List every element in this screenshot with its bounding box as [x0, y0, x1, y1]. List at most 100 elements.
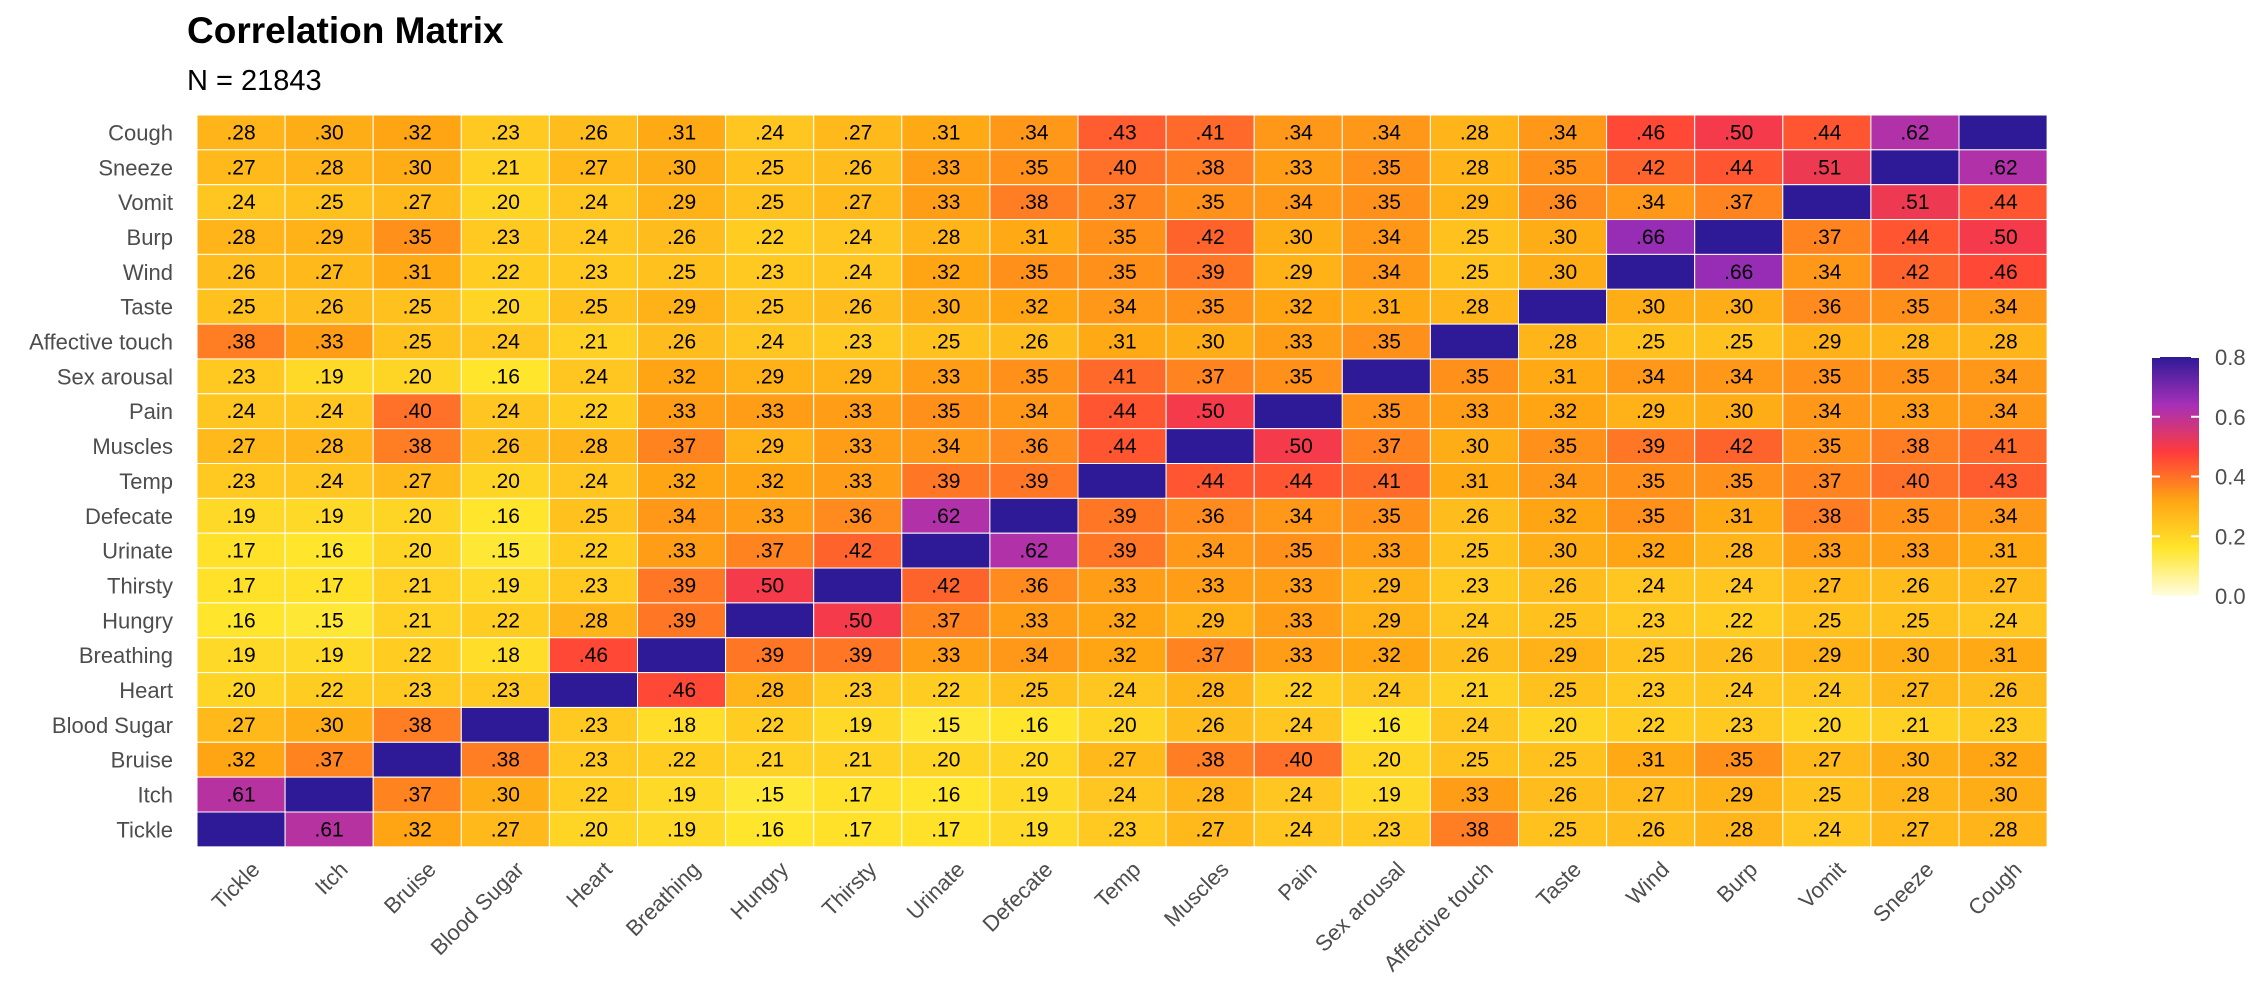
color-legend: 0.0 0.2 0.4 0.6 0.8	[2152, 345, 2246, 609]
cell-value-label: .16	[226, 609, 255, 632]
cell-value-label: .25	[1812, 609, 1841, 632]
cell-value-label: .23	[491, 226, 520, 249]
heatmap-cell	[1165, 532, 1255, 569]
y-axis-label: Temp	[119, 469, 173, 494]
cell-value-label: .30	[1548, 540, 1577, 563]
heatmap-cell	[1870, 288, 1960, 325]
cell-value-label: .17	[843, 784, 872, 807]
heatmap-cell	[284, 114, 374, 151]
cell-value-label: .21	[579, 331, 608, 354]
cell-value-label: .20	[1372, 749, 1401, 772]
y-axis-label: Tickle	[116, 817, 173, 842]
cell-value-label: .31	[1548, 365, 1577, 388]
cell-value-label: .33	[667, 540, 696, 563]
cell-value-label: .23	[403, 679, 432, 702]
cell-value-label: .25	[403, 296, 432, 319]
heatmap-cell	[548, 672, 639, 708]
cell-value-label: .19	[226, 644, 255, 667]
cell-value-label: .28	[1196, 784, 1225, 807]
cell-value-label: .34	[1019, 121, 1049, 144]
heatmap-cell	[196, 567, 286, 604]
cell-value-label: .34	[1372, 121, 1402, 144]
cell-value-label: .35	[1900, 296, 1929, 319]
cell-value-label: .27	[1900, 818, 1929, 841]
cell-value-label: .24	[1812, 818, 1842, 841]
cell-value-label: .34	[1812, 261, 1842, 284]
cell-value-label: .30	[1900, 644, 1929, 667]
cell-value-label: .20	[403, 365, 432, 388]
cell-value-label: .20	[226, 679, 255, 702]
cell-value-label: .33	[931, 644, 960, 667]
heatmap-cell	[372, 149, 462, 186]
heatmap-cell	[372, 253, 462, 290]
heatmap-cell	[284, 811, 374, 848]
heatmap-cell	[1518, 567, 1608, 604]
x-axis-label: Bruise	[379, 857, 441, 919]
cell-value-label: .61	[315, 818, 344, 841]
heatmap-cell	[460, 706, 550, 743]
cell-value-label: .19	[843, 714, 872, 737]
heatmap-cell	[1606, 114, 1696, 151]
cell-value-label: .27	[491, 818, 520, 841]
cell-value-label: .33	[315, 331, 344, 354]
cell-value-label: .34	[1988, 365, 2018, 388]
heatmap-cell	[1958, 323, 2048, 360]
heatmap-cell	[813, 672, 903, 708]
cell-value-label: .17	[315, 574, 344, 597]
cell-value-label: .30	[667, 156, 696, 179]
cell-value-label: .30	[1284, 226, 1313, 249]
heatmap-cell	[1429, 428, 1520, 464]
heatmap-cell	[1958, 149, 2048, 186]
heatmap-cell	[901, 358, 991, 395]
cell-value-label: .26	[226, 261, 255, 284]
cell-value-label: .28	[1460, 121, 1489, 144]
heatmap-cell	[1253, 497, 1343, 534]
cell-value-label: .50	[1196, 400, 1225, 423]
heatmap-cell	[1518, 219, 1608, 255]
cell-value-label: .23	[226, 470, 255, 493]
cell-value-label: .27	[1107, 749, 1136, 772]
chart-subtitle: N = 21843	[187, 65, 322, 97]
heatmap-cell	[1518, 184, 1608, 221]
heatmap-cell	[1077, 497, 1167, 534]
cell-value-label: .32	[667, 365, 696, 388]
heatmap-cell	[901, 672, 991, 708]
heatmap-cell	[372, 637, 462, 674]
cell-value-label: .20	[931, 749, 960, 772]
heatmap-cell	[901, 532, 991, 569]
heatmap-cell	[1606, 811, 1696, 848]
heatmap-cell	[637, 811, 727, 848]
heatmap-cell	[637, 567, 727, 604]
heatmap-cell	[372, 741, 462, 778]
cell-value-label: .40	[1107, 156, 1136, 179]
heatmap-cell	[901, 637, 991, 674]
cell-value-label: .28	[1724, 540, 1753, 563]
cell-value-label: .41	[1988, 435, 2017, 458]
x-axis-label: Taste	[1531, 857, 1586, 912]
cell-value-label: .44	[1196, 470, 1226, 493]
heatmap-cell	[1518, 323, 1608, 360]
cell-value-label: .39	[1107, 540, 1136, 563]
heatmap-cell	[1606, 672, 1696, 708]
cell-value-label: .42	[1900, 261, 1929, 284]
cell-value-label: .25	[1636, 644, 1665, 667]
cell-value-label: .28	[1724, 818, 1753, 841]
cell-value-label: .29	[667, 191, 696, 214]
heatmap-cell	[1958, 567, 2048, 604]
cell-value-label: .24	[315, 400, 345, 423]
cell-value-label: .17	[226, 574, 255, 597]
cell-value-label: .25	[579, 505, 608, 528]
cell-value-label: .25	[1724, 331, 1753, 354]
cell-value-label: .24	[315, 470, 345, 493]
heatmap-cell	[1253, 393, 1343, 430]
heatmap-cell	[1518, 706, 1608, 743]
cell-value-label: .22	[755, 714, 784, 737]
cell-value-label: .30	[315, 714, 344, 737]
x-axis-label: Defecate	[978, 857, 1058, 937]
heatmap-cell	[725, 219, 815, 255]
cell-value-label: .22	[755, 226, 784, 249]
heatmap-cell	[284, 184, 374, 221]
cell-value-label: .24	[1372, 679, 1402, 702]
heatmap-cell	[196, 114, 286, 151]
